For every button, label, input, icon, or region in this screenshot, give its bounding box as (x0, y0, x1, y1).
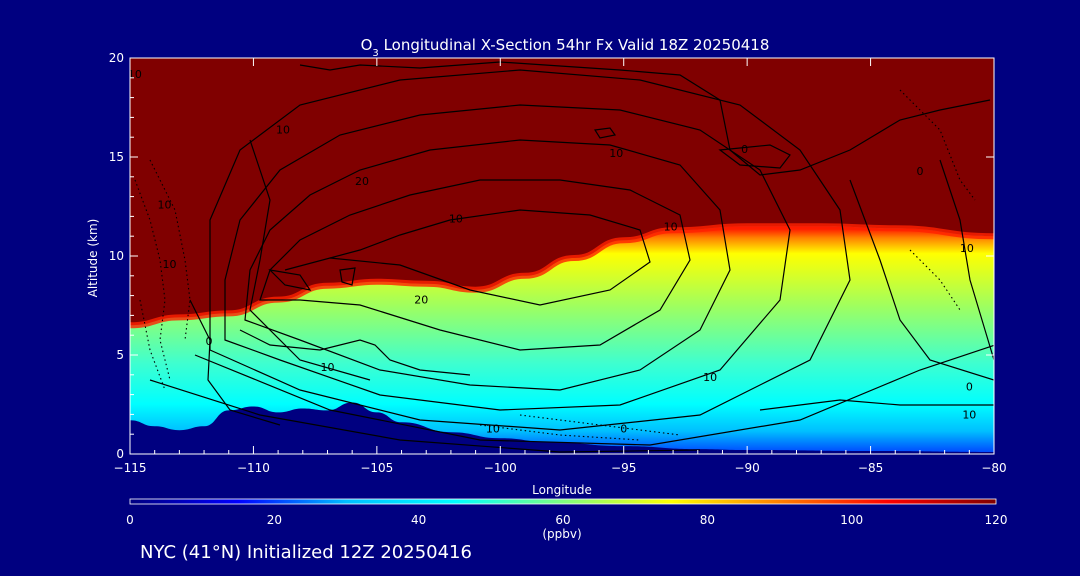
dotted-contour-line (134, 179, 171, 381)
contour-line (718, 144, 791, 169)
initialization-footer: NYC (41°N) Initialized 12Z 20250416 (140, 542, 472, 563)
x-tick-label: −85 (858, 461, 883, 475)
contour-label: 20 (355, 175, 369, 188)
x-axis: −115 −110 −105 −100 −95 −90 −85 −80 (114, 58, 1007, 475)
contour-label: 0 (916, 165, 923, 178)
contour-label: 10 (162, 258, 176, 271)
contour-label: 10 (486, 422, 500, 435)
contour-label: 10 (158, 199, 172, 212)
y-tick-label: 0 (116, 447, 124, 461)
x-tick-label: −95 (611, 461, 636, 475)
y-axis-label: Altitude (km) (86, 219, 100, 298)
contour-line (284, 209, 651, 306)
contour-line (209, 69, 851, 431)
terrain-mask (130, 402, 994, 454)
x-tick-label: −115 (114, 461, 147, 475)
contour-line (939, 159, 994, 361)
contour-label: 20 (414, 294, 428, 307)
ozone-gradient-edge (130, 223, 994, 329)
contour-label: 10 (449, 212, 463, 225)
contour-line (194, 344, 994, 446)
colorbar-ticks: 0 20 40 60 80 100 120 (126, 513, 1007, 527)
colorbar-tick-label: 0 (126, 513, 134, 527)
x-tick-label: −80 (981, 461, 1006, 475)
contour-line (849, 179, 994, 381)
negative-change-contours (134, 89, 976, 441)
dotted-contour-line (899, 89, 976, 201)
contour-label: 0 (741, 143, 748, 156)
colorbar-tick-label: 40 (411, 513, 426, 527)
contour-label: 10 (960, 242, 974, 255)
ozone-tropospheric-field (130, 226, 994, 454)
x-tick-label: −90 (734, 461, 759, 475)
contour-line (259, 179, 691, 351)
contour-label: 10 (128, 68, 142, 81)
contour-label: 0 (620, 422, 627, 435)
contour-line (189, 299, 281, 426)
contour-label: 10 (276, 123, 290, 136)
contour-line (593, 127, 617, 139)
contour-label: 10 (609, 147, 623, 160)
dotted-contour-line (149, 159, 191, 341)
y-tick-label: 15 (109, 150, 124, 164)
contour-label: 10 (703, 371, 717, 384)
colorbar-tick-label: 120 (985, 513, 1008, 527)
x-tick-label: −100 (484, 461, 517, 475)
colorbar-tick-label: 100 (840, 513, 863, 527)
colorbar-tick-label: 20 (267, 513, 282, 527)
contour-line (239, 329, 471, 376)
contour-line (299, 61, 991, 176)
contour-label: 0 (205, 335, 212, 348)
contour-line (244, 139, 731, 391)
x-axis-label: Longitude (532, 483, 592, 497)
contour-label: 10 (962, 408, 976, 421)
dotted-contour-line (139, 299, 166, 391)
contour-line (339, 267, 356, 286)
colorbar-tick-label: 80 (700, 513, 715, 527)
chart-title: O3 Longitudinal X-Section 54hr Fx Valid … (361, 36, 770, 59)
contour-label: 10 (664, 220, 678, 233)
y-tick-label: 10 (109, 249, 124, 263)
colorbar-tick-label: 60 (555, 513, 570, 527)
y-tick-label: 5 (116, 348, 124, 362)
contour-label: 10 (320, 361, 334, 374)
ozone-change-contours (149, 61, 994, 453)
contour-line (268, 269, 312, 291)
contour-line (249, 139, 371, 381)
y-axis: 0 5 10 15 20 (109, 51, 994, 461)
colorbar (129, 498, 997, 505)
colorbar-label: (ppbv) (542, 527, 581, 541)
contour-label: 0 (966, 381, 973, 394)
y-tick-label: 20 (109, 51, 124, 65)
contour-labels: 10 10 20 10 10 10 10 0 0 10 10 20 10 10 0 0 10 0 10 (128, 68, 976, 435)
x-tick-label: −105 (360, 461, 393, 475)
x-tick-label: −110 (237, 461, 270, 475)
contour-line (759, 399, 994, 411)
contour-line (149, 379, 701, 453)
ozone-stratospheric-field (130, 58, 994, 326)
dotted-contour-line (909, 249, 961, 311)
plot-area: 10 10 20 10 10 10 10 0 0 10 10 20 10 10 0 0 10 0 10 (128, 58, 994, 454)
